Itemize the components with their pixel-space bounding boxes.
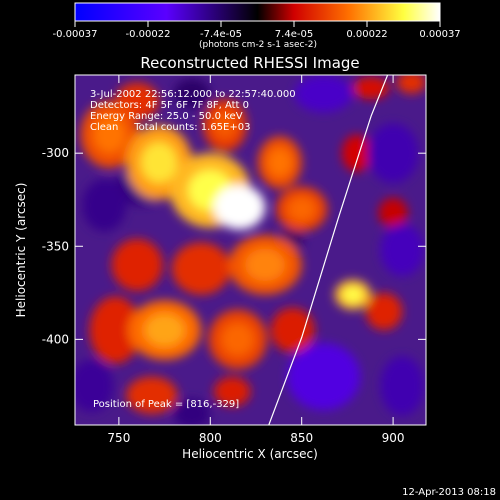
- emission-blob: [213, 376, 251, 407]
- y-axis-ticks: -300 -350 -400: [42, 146, 426, 346]
- annotation-counts: Clean Total counts: 1.65E+03: [90, 122, 250, 133]
- image-intensity-layer: [75, 75, 426, 425]
- colorbar-tick-label: 0.00022: [346, 29, 387, 40]
- y-tick-label: -350: [42, 239, 69, 253]
- emission-blob-core: [267, 148, 292, 177]
- y-tick-label: -400: [42, 332, 69, 346]
- emission-blob: [270, 307, 315, 353]
- emission-blob: [341, 134, 372, 172]
- footer-timestamp: 12-Apr-2013 08:18: [402, 487, 496, 498]
- y-axis-label: Heliocentric Y (arcsec): [14, 183, 28, 318]
- emission-blob: [378, 197, 408, 228]
- colorbar: [74, 2, 441, 22]
- x-tick-label: 850: [290, 431, 313, 445]
- annotation-time-range: 3-Jul-2002 22:56:12.000 to 22:57:40.000: [90, 89, 296, 100]
- colorbar-tick-label: 7.4e-05: [275, 29, 313, 40]
- colorbar-units: (photons cm-2 s-1 asec-2): [199, 40, 317, 50]
- negative-blob: [380, 223, 425, 277]
- emission-blob-core: [93, 116, 126, 154]
- x-axis-label: Heliocentric X (arcsec): [182, 447, 318, 461]
- annotation-peak-position: Position of Peak = [816,-329]: [93, 399, 239, 410]
- emission-blob: [352, 76, 390, 100]
- emission-blob: [89, 296, 141, 364]
- emission-blob-core: [140, 142, 178, 183]
- colorbar-tick-label: -0.00037: [53, 29, 98, 40]
- colorbar-tick-label: -7.4e-05: [200, 29, 242, 40]
- x-tick-label: 800: [199, 431, 222, 445]
- emission-blob: [396, 75, 426, 94]
- emission-blob: [365, 292, 403, 331]
- annotation-energy-range: Energy Range: 25.0 - 50.0 keV: [90, 111, 243, 122]
- emission-blob-core: [212, 110, 237, 140]
- emission-blob-core: [342, 286, 363, 303]
- negative-blob: [287, 343, 361, 411]
- colorbar-ticks: -0.00037 -0.00022 -7.4e-05 7.4e-05 0.00022 0.…: [53, 21, 461, 40]
- negative-blob: [367, 123, 419, 183]
- emission-blob-core: [221, 322, 254, 356]
- x-tick-label: 750: [107, 431, 130, 445]
- negative-blob: [82, 179, 127, 232]
- x-axis-ticks: 750 800 850 900: [107, 75, 405, 445]
- colorbar-tick-label: 0.00037: [419, 29, 460, 40]
- negative-blob: [173, 78, 211, 109]
- annotation-detectors: Detectors: 4F 5F 6F 7F 8F, Att 0: [90, 100, 249, 111]
- plot-frame: [74, 74, 427, 426]
- x-tick-label: 900: [382, 431, 405, 445]
- chart-title: Reconstructed RHESSI Image: [140, 54, 359, 72]
- emission-blob-core: [245, 248, 286, 282]
- negative-blob: [380, 356, 425, 416]
- emission-blob-core: [287, 196, 316, 222]
- emission-blob-core: [225, 194, 254, 220]
- colorbar-tick-label: -0.00022: [126, 29, 171, 40]
- emission-blob: [126, 376, 178, 414]
- plot-area: [75, 75, 426, 425]
- y-tick-label: -300: [42, 146, 69, 160]
- solar-limb-line: [268, 75, 389, 425]
- negative-blob: [294, 75, 353, 113]
- emission-blob: [111, 238, 163, 291]
- emission-blob: [171, 242, 231, 295]
- emission-blob-core: [144, 313, 185, 347]
- negative-blob: [75, 359, 114, 412]
- negative-blob: [173, 398, 211, 425]
